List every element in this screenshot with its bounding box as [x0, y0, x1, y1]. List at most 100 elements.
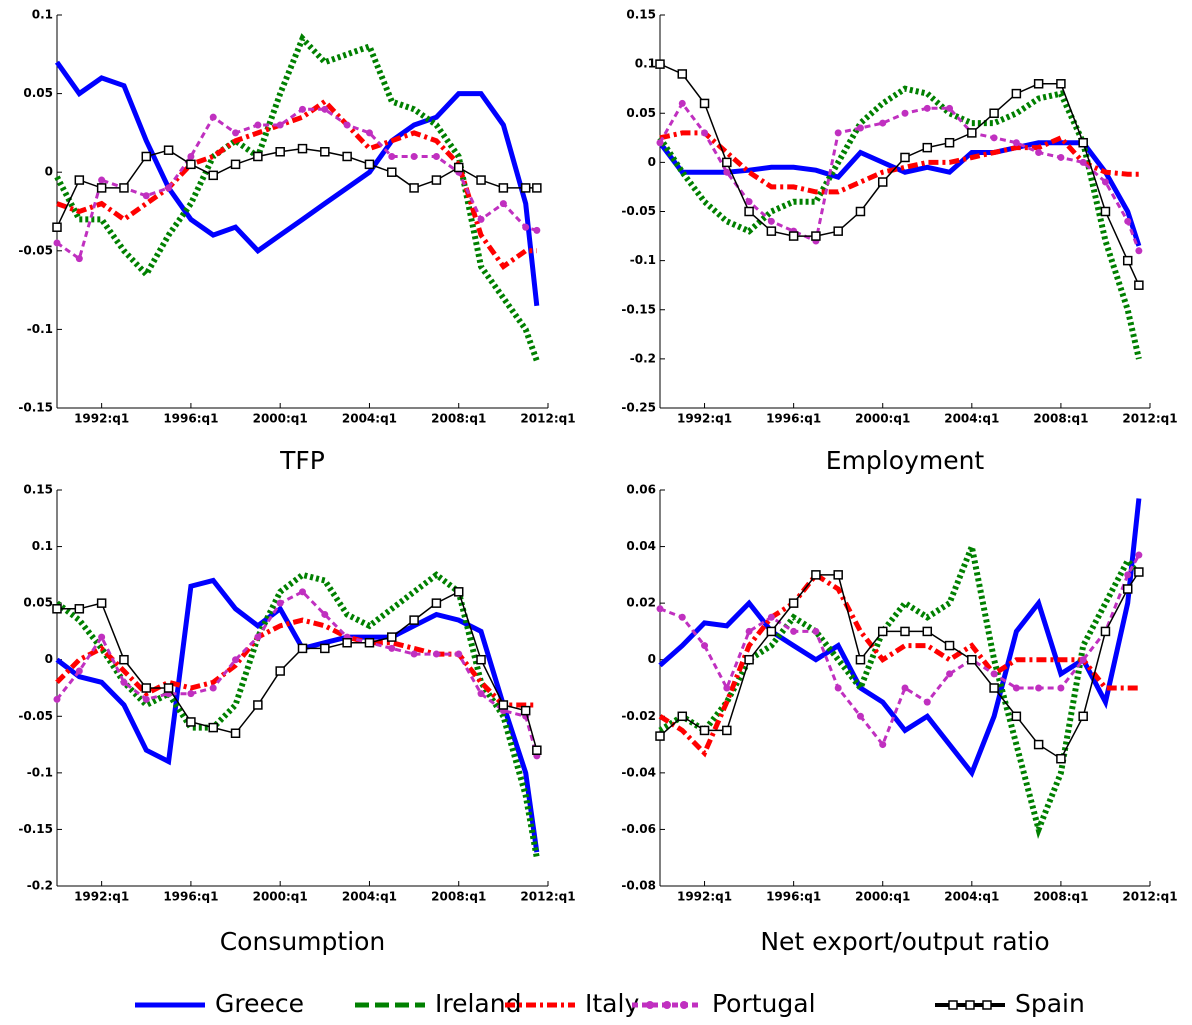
point — [1011, 711, 1022, 722]
point — [299, 105, 306, 113]
point — [186, 159, 196, 170]
point — [409, 183, 419, 193]
point — [120, 678, 128, 686]
point — [901, 109, 909, 117]
legend-label: Portugal — [712, 989, 816, 1018]
point — [388, 644, 396, 652]
series-line — [56, 147, 537, 228]
point — [387, 167, 397, 177]
panel: -0.2 -0.15 -0.1 -0.05 0 0.05 0.1 0.15 1992:q1 199… — [18, 483, 575, 904]
y-tick-label: -0.15 — [18, 401, 53, 415]
point — [208, 170, 218, 181]
y-tick-label: 0.05 — [626, 106, 656, 120]
panel: -0.15 -0.1 -0.05 0 0.05 0.1 1992:q1 1996:q1 2000… — [18, 8, 575, 426]
point — [96, 183, 107, 193]
point — [1035, 149, 1043, 157]
point — [409, 615, 419, 625]
legend-label: Spain — [1015, 989, 1085, 1018]
point — [856, 712, 864, 720]
point — [923, 698, 931, 706]
point — [142, 192, 150, 200]
y-tick-label: 0.15 — [626, 8, 656, 22]
y-tick-label: 0.04 — [626, 539, 656, 553]
y-tick-label: -0.05 — [621, 204, 656, 218]
x-tick-label: 2008:q1 — [1033, 412, 1088, 426]
x-tick-label: 2012:q1 — [1122, 412, 1177, 426]
y-tick-label: -0.1 — [27, 765, 53, 779]
point — [722, 157, 732, 168]
panel-title: Consumption — [220, 927, 386, 956]
point — [944, 137, 955, 148]
point — [297, 643, 308, 654]
x-tick-label: 1996:q1 — [163, 890, 218, 904]
point — [1124, 571, 1132, 579]
point — [699, 725, 710, 736]
point — [699, 98, 710, 109]
y-tick-label: 0.02 — [626, 596, 656, 610]
point — [53, 239, 61, 247]
point — [1134, 567, 1144, 577]
point — [498, 183, 509, 193]
point — [1057, 153, 1065, 161]
y-tick-label: -0.1 — [630, 253, 656, 267]
point — [745, 198, 753, 206]
point — [74, 604, 85, 614]
series-line — [658, 498, 1142, 778]
point — [431, 598, 442, 608]
point — [477, 690, 485, 698]
point — [723, 684, 731, 692]
y-tick-label: -0.04 — [621, 765, 656, 779]
point — [834, 684, 842, 692]
point — [989, 108, 999, 118]
point — [1078, 137, 1088, 148]
panel-title: Employment — [826, 446, 985, 475]
point — [299, 588, 306, 596]
y-tick-label: 0 — [45, 165, 53, 179]
point — [1134, 280, 1144, 290]
point — [388, 152, 396, 160]
x-tick-label: 2008:q1 — [431, 412, 486, 426]
x-tick-label: 2004:q1 — [944, 412, 999, 426]
y-tick-label: -0.25 — [621, 401, 656, 415]
point — [163, 683, 174, 693]
point — [165, 184, 173, 192]
point — [723, 168, 731, 176]
point — [522, 223, 530, 231]
y-tick-label: 0 — [648, 652, 656, 666]
y-tick-label: -0.1 — [27, 322, 53, 336]
point — [766, 226, 777, 236]
point — [364, 159, 375, 170]
legend-marker — [982, 1000, 992, 1010]
x-tick-label: 2000:q1 — [253, 890, 308, 904]
x-tick-label: 2004:q1 — [342, 890, 397, 904]
point — [364, 637, 375, 648]
point — [52, 222, 62, 232]
point — [946, 104, 954, 112]
point — [342, 637, 352, 648]
y-tick-label: 0.1 — [32, 8, 53, 22]
point — [877, 626, 888, 637]
legend-marker — [948, 1000, 958, 1010]
point — [275, 666, 285, 676]
point — [745, 627, 753, 635]
point — [811, 570, 821, 580]
point — [1124, 217, 1132, 225]
point — [476, 654, 486, 665]
y-tick-label: -0.15 — [18, 822, 53, 836]
y-tick-label: -0.2 — [630, 351, 656, 365]
point — [477, 215, 485, 223]
point — [701, 129, 709, 137]
legend-marker — [680, 1001, 688, 1009]
y-tick-label: -0.05 — [18, 709, 53, 723]
series-line — [658, 535, 1142, 840]
x-tick-label: 2008:q1 — [1033, 890, 1088, 904]
point — [431, 175, 442, 185]
point — [744, 654, 754, 665]
point — [1135, 551, 1143, 559]
point — [967, 654, 977, 665]
point — [476, 175, 486, 185]
point — [1011, 88, 1022, 99]
point — [1122, 584, 1133, 594]
point — [879, 741, 887, 749]
point — [677, 711, 688, 722]
